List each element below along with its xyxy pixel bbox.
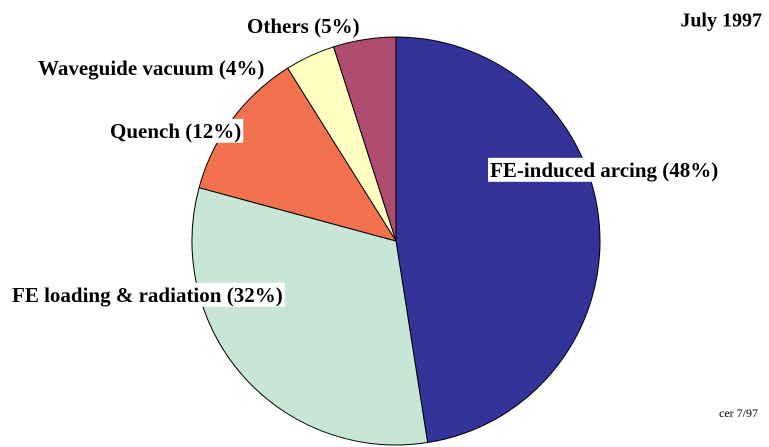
chart-title: July 1997 — [680, 10, 762, 32]
label-background — [245, 13, 362, 38]
label-background — [488, 157, 721, 182]
slice-label: Others (5%) — [247, 14, 360, 38]
slice-label: FE loading & radiation (32%) — [12, 283, 283, 307]
footnote: cer 7/97 — [719, 406, 758, 420]
pie-slice — [395, 36, 601, 444]
pie-slice — [332, 36, 397, 242]
pie — [191, 36, 601, 446]
label-background — [108, 118, 244, 143]
slice-label: Waveguide vacuum (4%) — [38, 56, 264, 80]
slice-label: FE-induced arcing (48%) — [490, 158, 718, 182]
label-background — [10, 282, 285, 307]
label-background — [36, 55, 267, 80]
slice-label: Quench (12%) — [110, 119, 241, 143]
pie-slice — [191, 187, 429, 446]
